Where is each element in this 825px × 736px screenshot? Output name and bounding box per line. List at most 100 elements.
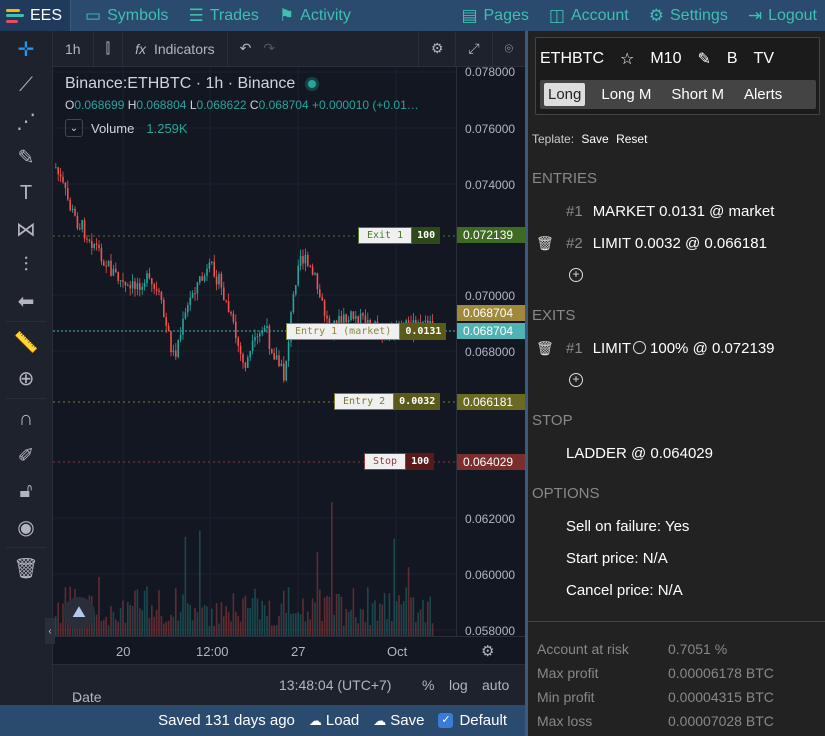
time-axis[interactable]: 20 12:00 27 Oct ⚙ bbox=[53, 636, 525, 664]
candle-body bbox=[81, 220, 83, 230]
m10-button[interactable]: M10 bbox=[650, 50, 682, 67]
candles-icon[interactable]: ⫿ bbox=[105, 40, 111, 56]
order-entry-1[interactable]: Entry 1 (market) 0.0131 bbox=[286, 323, 447, 340]
order-stop[interactable]: Stop 100 bbox=[364, 453, 435, 470]
clock[interactable]: 13:48:04 (UTC+7) bbox=[279, 677, 392, 693]
prediction-icon[interactable]: ⫶ bbox=[23, 253, 29, 276]
candle-body bbox=[352, 311, 355, 319]
price-label: 0.070000 bbox=[465, 289, 516, 303]
entry-text: LIMIT 0.0032 @ 0.066181 bbox=[592, 235, 767, 252]
chart-settings-icon[interactable]: ⚙ bbox=[430, 40, 444, 56]
option-sell-on-failure[interactable]: Sell on failure: Yes bbox=[566, 518, 690, 535]
option-cancel-price[interactable]: Cancel price: N/A bbox=[566, 582, 683, 599]
candle-body bbox=[199, 276, 201, 283]
candle-body bbox=[177, 340, 179, 357]
order-entry-2[interactable]: Entry 2 0.0032 bbox=[334, 393, 441, 410]
trendline-icon[interactable]: ⟋ bbox=[19, 73, 33, 96]
axis-settings-icon[interactable]: ⚙ bbox=[481, 643, 495, 660]
order-exit-1[interactable]: Exit 1 100 bbox=[358, 227, 441, 244]
candle-body bbox=[155, 288, 158, 291]
price-axis[interactable]: 0.078000 0.076000 0.074000 0.070000 0.06… bbox=[456, 67, 525, 664]
fib-icon[interactable]: ⋰ bbox=[16, 110, 36, 133]
option-start-price[interactable]: Start price: N/A bbox=[566, 550, 668, 567]
pattern-icon[interactable]: ⋈ bbox=[16, 218, 36, 241]
add-exit-icon[interactable]: + bbox=[569, 373, 583, 387]
candle-body bbox=[175, 350, 177, 357]
trash-icon[interactable]: 🗑︎ bbox=[13, 557, 39, 580]
exit-row-1[interactable]: #1 LIMIT 100% @ 0.072139 bbox=[566, 340, 775, 357]
tab-alerts[interactable]: Alerts bbox=[743, 86, 783, 103]
tv-button[interactable]: TV bbox=[753, 50, 774, 67]
order-qty: 100 bbox=[406, 453, 435, 470]
brush-icon[interactable]: ✎ bbox=[17, 146, 35, 169]
lock-drawing-icon[interactable]: ✐ bbox=[17, 444, 35, 467]
nav-trades[interactable]: ☰ Trades bbox=[188, 0, 258, 31]
drawing-toolbar: ✛ ⟋ ⋰ ✎ T ⋈ ⫶ ⬅ 📏 ⊕ ∩ ✐ 🔓︎ ◉ 🗑︎ bbox=[0, 31, 53, 705]
default-label: Default bbox=[459, 712, 507, 729]
crosshair-icon[interactable]: ✛ bbox=[17, 38, 35, 61]
b-button[interactable]: B bbox=[726, 50, 738, 67]
nav-symbols[interactable]: ▭ Symbols bbox=[85, 0, 168, 31]
star-icon[interactable]: ☆ bbox=[620, 51, 635, 68]
nav-account[interactable]: ◫ Account bbox=[549, 0, 629, 31]
add-entry-icon[interactable]: + bbox=[569, 268, 583, 282]
undo-icon[interactable]: ↶ bbox=[239, 40, 252, 56]
entries-heading: ENTRIES bbox=[532, 170, 598, 187]
trash-icon[interactable]: 🗑︎ bbox=[536, 340, 554, 356]
default-checkbox[interactable]: ✓ Default bbox=[438, 712, 507, 729]
back-arrow-icon[interactable]: ⬅ bbox=[17, 290, 35, 313]
tradingview-logo-icon[interactable]: ⛰ bbox=[63, 597, 95, 629]
nav-settings[interactable]: ⚙ Settings bbox=[649, 0, 728, 31]
entry-row-2[interactable]: #2 LIMIT 0.0032 @ 0.066181 bbox=[566, 235, 767, 252]
volume-bar bbox=[299, 614, 302, 636]
candle-body bbox=[139, 283, 141, 290]
volume-bar bbox=[225, 606, 227, 636]
tab-short-m[interactable]: Short M bbox=[671, 86, 724, 103]
candle-body bbox=[340, 316, 343, 323]
volume-bar bbox=[251, 597, 254, 636]
unlock-icon[interactable]: 🔓︎ bbox=[19, 479, 33, 502]
symbol-header: ETHBTC ☆ M10 ✎ B TV Long Long M Short M … bbox=[535, 37, 820, 115]
auto-toggle[interactable]: auto bbox=[482, 677, 510, 693]
magnet-icon[interactable]: ∩ bbox=[18, 407, 34, 430]
time-label: Oct bbox=[387, 644, 408, 659]
save-button[interactable]: ☁ Save bbox=[373, 712, 424, 729]
ruler-icon[interactable]: 📏 bbox=[13, 331, 39, 354]
entry-text: MARKET 0.0131 @ market bbox=[592, 203, 775, 220]
candle-body bbox=[343, 314, 345, 323]
volume-bar bbox=[273, 625, 275, 636]
brand[interactable]: EES bbox=[0, 0, 72, 31]
text-icon[interactable]: T bbox=[19, 181, 33, 204]
price-chart[interactable]: Binance:ETHBTC · 1h · Binance O0.068699 … bbox=[53, 67, 525, 664]
template-reset-button[interactable]: Reset bbox=[616, 132, 648, 146]
indicators-button[interactable]: fx Indicators bbox=[123, 31, 227, 67]
zoom-icon[interactable]: ⊕ bbox=[17, 367, 35, 390]
percent-toggle[interactable]: % bbox=[422, 677, 435, 693]
template-row: Teplate: Save Reset bbox=[532, 132, 647, 146]
template-save-button[interactable]: Save bbox=[581, 132, 609, 146]
stop-row[interactable]: LADDER @ 0.064029 bbox=[566, 445, 713, 462]
nav-activity[interactable]: ⚑ Activity bbox=[279, 0, 351, 31]
load-button[interactable]: ☁ Load bbox=[309, 712, 359, 729]
tab-long-m[interactable]: Long M bbox=[601, 86, 652, 103]
eye-icon[interactable]: ◉ bbox=[17, 516, 35, 539]
volume-bar bbox=[417, 612, 419, 636]
pencil-icon[interactable]: ✎ bbox=[697, 51, 711, 68]
fullscreen-icon[interactable]: ⤢ bbox=[468, 40, 480, 56]
camera-icon[interactable]: ⌾ bbox=[504, 40, 513, 56]
candle-body bbox=[55, 167, 57, 169]
chevron-down-icon[interactable]: ⌄ bbox=[65, 119, 83, 137]
tab-long[interactable]: Long bbox=[544, 83, 586, 106]
trash-icon[interactable]: 🗑︎ bbox=[536, 235, 554, 251]
candle-body bbox=[218, 273, 220, 285]
collapse-handle-icon[interactable]: ‹ bbox=[45, 618, 55, 644]
entry-row-1[interactable]: #1 MARKET 0.0131 @ market bbox=[566, 203, 774, 220]
log-toggle[interactable]: log bbox=[449, 677, 468, 693]
volume-bar bbox=[230, 621, 232, 636]
redo-icon[interactable]: ↷ bbox=[263, 40, 276, 56]
nav-logout[interactable]: ⇥ Logout bbox=[748, 0, 817, 31]
settings-icon: ⚙ bbox=[648, 5, 664, 25]
interval-button[interactable]: 1h bbox=[65, 40, 81, 57]
nav-pages[interactable]: ▤ Pages bbox=[461, 0, 528, 31]
candle-body bbox=[143, 283, 146, 288]
